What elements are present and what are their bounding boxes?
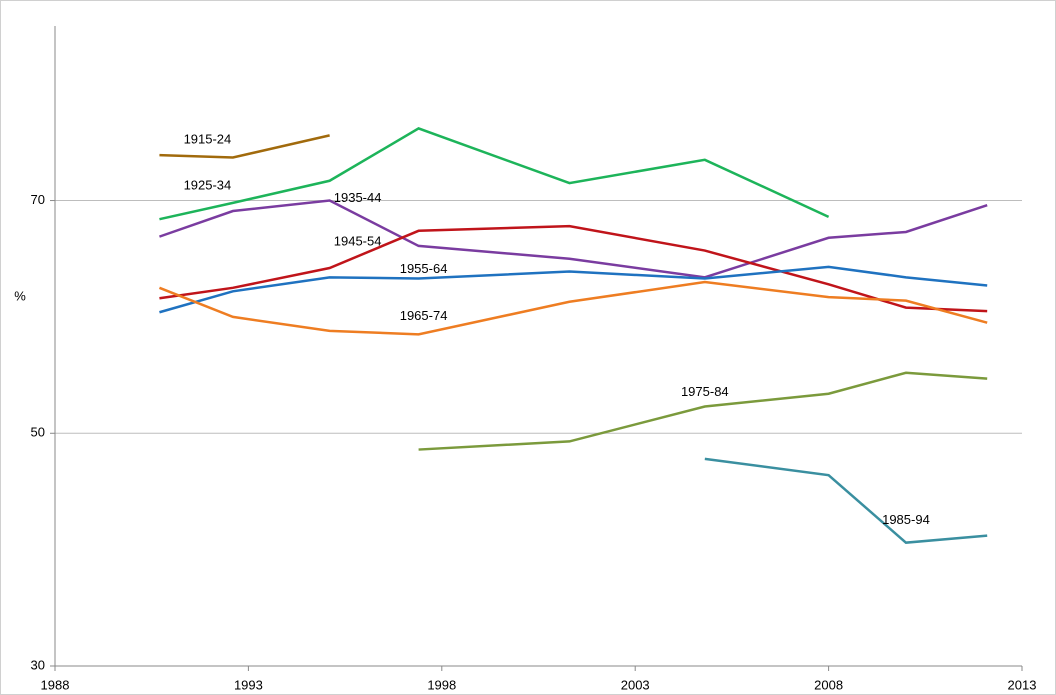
- series-label: 1935-44: [334, 190, 382, 205]
- series-label: 1925-34: [184, 178, 232, 193]
- y-tick-label: 50: [31, 425, 45, 440]
- series-line: [418, 371, 988, 451]
- x-tick-label: 2013: [1008, 677, 1037, 692]
- series-line: [159, 134, 330, 159]
- series-line: [704, 457, 988, 544]
- series-label: 1915-24: [184, 132, 232, 147]
- series-label: 1985-94: [882, 512, 930, 527]
- x-tick-label: 1988: [41, 677, 70, 692]
- x-tick-label: 2003: [621, 677, 650, 692]
- series-label: 1965-74: [400, 308, 448, 323]
- series-line: [159, 265, 988, 314]
- y-tick-label: 70: [31, 192, 45, 207]
- x-tick-label: 2008: [814, 677, 843, 692]
- y-axis-label: %: [14, 288, 26, 303]
- series-label: 1975-84: [681, 384, 729, 399]
- series-line: [159, 127, 830, 221]
- series-line: [159, 199, 988, 279]
- y-tick-label: 30: [31, 657, 45, 672]
- series-label: 1945-54: [334, 233, 382, 248]
- series-label: 1955-64: [400, 261, 448, 276]
- x-tick-label: 1993: [234, 677, 263, 692]
- series-line: [158, 280, 988, 336]
- x-tick-label: 1998: [427, 677, 456, 692]
